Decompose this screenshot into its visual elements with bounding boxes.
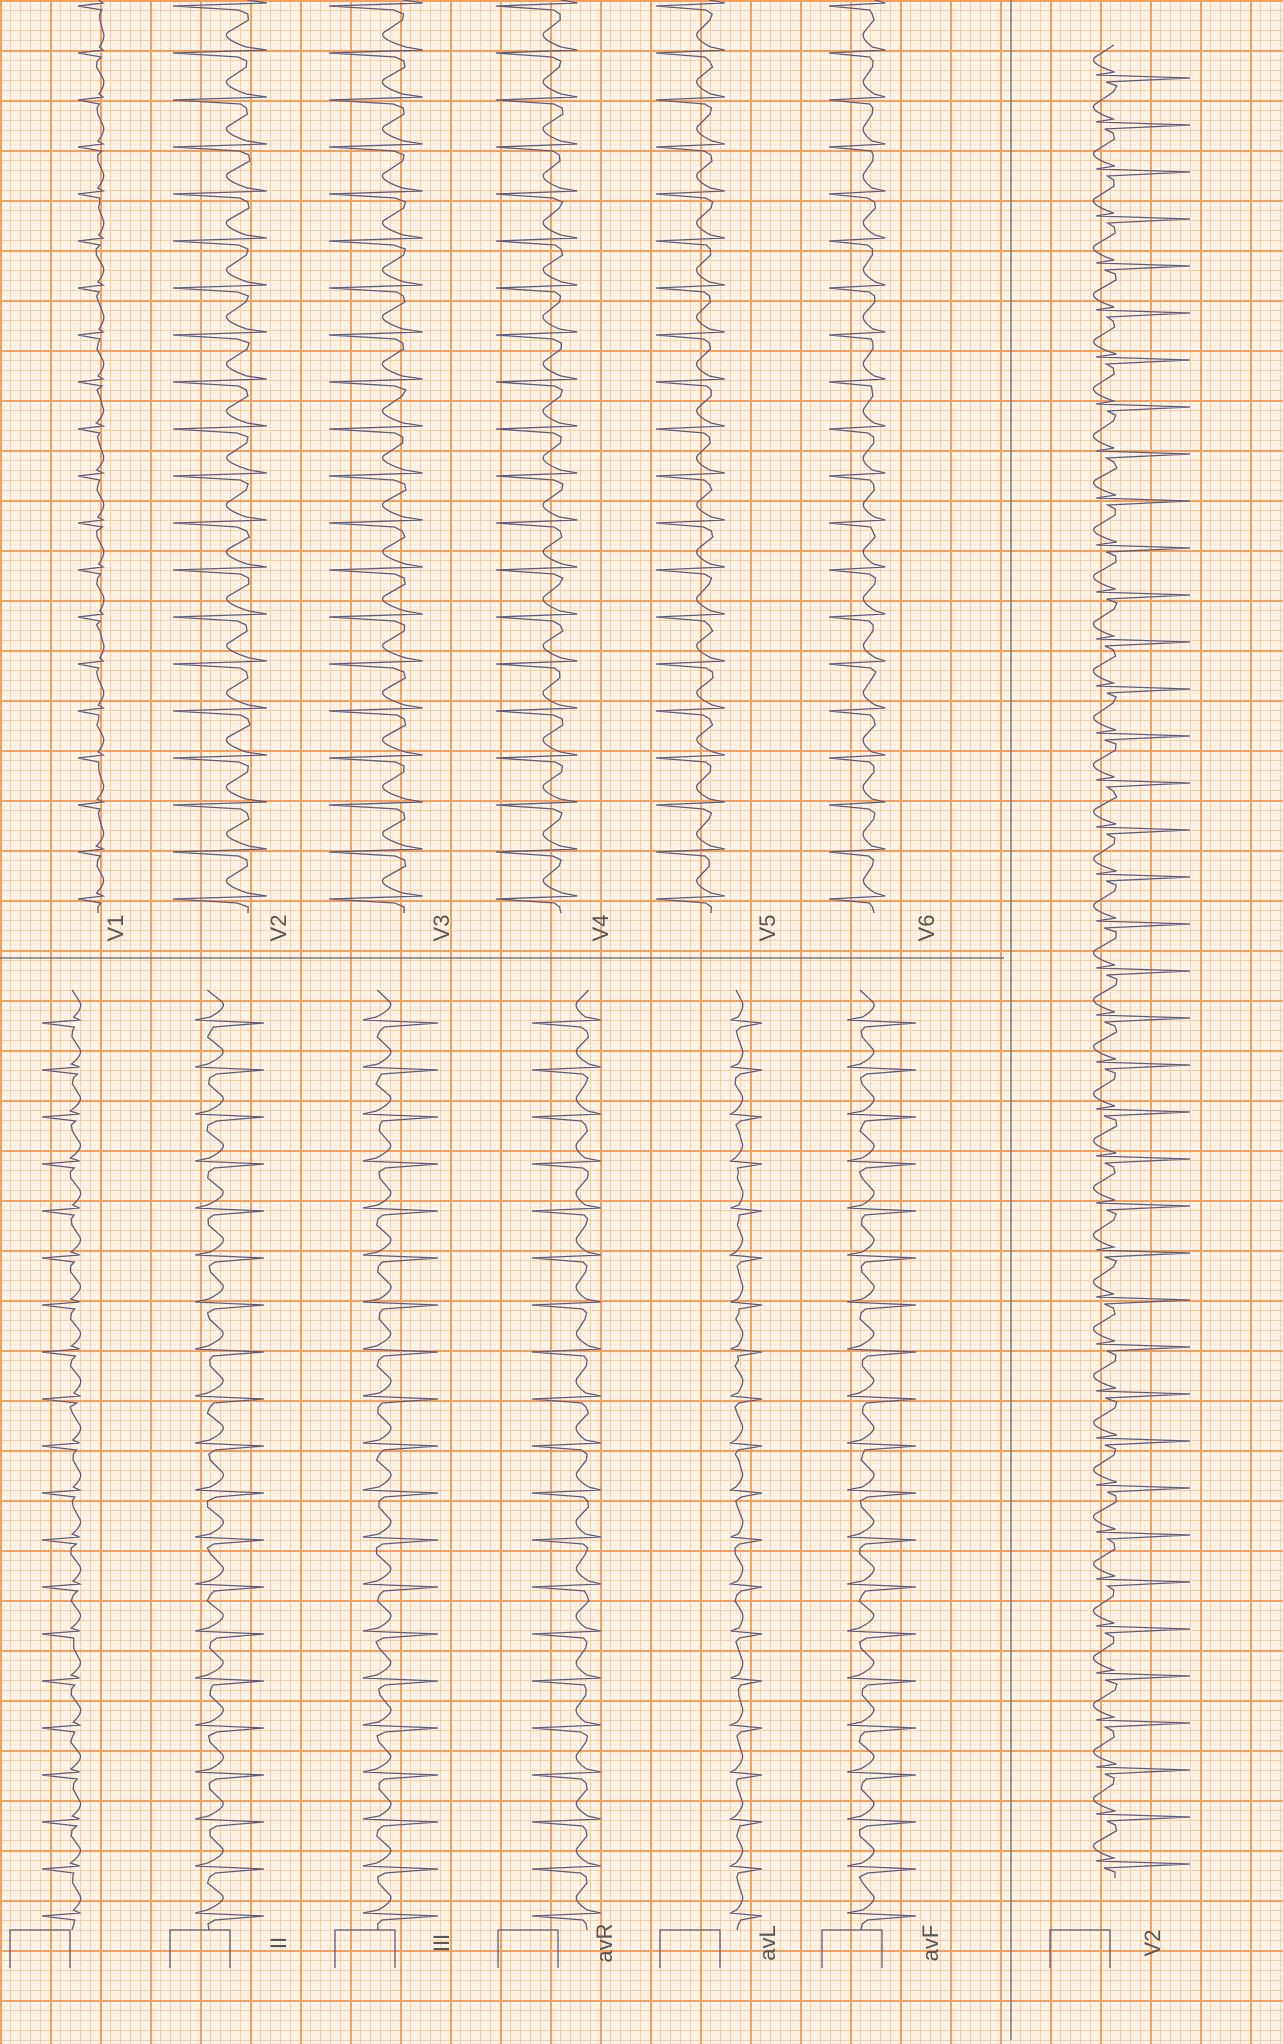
lead-label: V6 bbox=[914, 915, 939, 942]
calibration-pulse bbox=[497, 1929, 559, 1968]
lead-label: V2 bbox=[1140, 1930, 1165, 1957]
ecg-trace bbox=[328, 0, 423, 914]
ecg-trace bbox=[655, 0, 725, 914]
lead-label: V5 bbox=[755, 915, 780, 942]
calibration-pulse bbox=[169, 1929, 231, 1968]
lead-label: avR bbox=[592, 1923, 617, 1962]
lead-label: V3 bbox=[429, 915, 454, 942]
lead-label: V1 bbox=[103, 915, 128, 942]
ecg-trace bbox=[362, 989, 439, 1931]
ecg-trace bbox=[195, 989, 265, 1931]
ecg-trace bbox=[728, 989, 763, 1931]
ecg-trace bbox=[77, 0, 106, 914]
lead-label: V2 bbox=[266, 915, 291, 942]
calibration-pulse bbox=[334, 1929, 396, 1968]
calibration-pulse bbox=[659, 1929, 721, 1968]
ecg-trace bbox=[1092, 44, 1191, 1879]
lead-label: avL bbox=[755, 1925, 780, 1960]
ecg-trace bbox=[828, 0, 886, 914]
ecg-trace bbox=[172, 0, 267, 914]
lead-label: II bbox=[266, 1937, 291, 1949]
calibration-pulse bbox=[1049, 1929, 1111, 1968]
ecg-trace bbox=[847, 989, 917, 1931]
calibration-pulse bbox=[9, 1929, 71, 1968]
lead-label: V4 bbox=[588, 915, 613, 942]
lead-label: III bbox=[429, 1934, 454, 1952]
ecg-trace bbox=[531, 989, 601, 1931]
lead-label: avF bbox=[918, 1925, 943, 1962]
calibration-pulse bbox=[821, 1929, 883, 1968]
ecg-trace bbox=[41, 989, 83, 1931]
ecg-trace bbox=[495, 0, 578, 914]
